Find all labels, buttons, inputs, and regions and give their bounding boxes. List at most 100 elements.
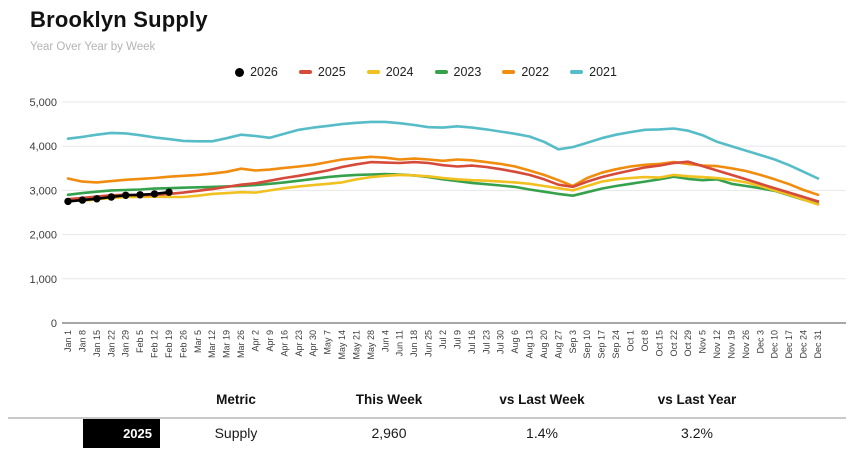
- x-tick-label: Nov 12: [712, 330, 722, 359]
- page-title: Brooklyn Supply: [30, 7, 208, 32]
- legend-item-2025[interactable]: 2025: [298, 65, 346, 79]
- x-tick-label: Nov 26: [741, 330, 751, 359]
- year-badge: 2025: [83, 419, 160, 448]
- series-point-2026: [150, 190, 159, 198]
- y-tick-label: 0: [51, 318, 57, 330]
- x-tick-label: Aug 20: [539, 330, 549, 359]
- legend-label: 2025: [317, 65, 346, 79]
- cell-this-week: 2,960: [371, 425, 407, 441]
- x-tick-label: Nov 5: [698, 330, 708, 354]
- x-tick-label: Oct 8: [640, 330, 650, 352]
- x-tick-label: Feb 19: [164, 330, 174, 358]
- legend-item-2022[interactable]: 2022: [502, 65, 549, 79]
- table-row: Supply 2,960 1.4% 3.2%: [0, 425, 852, 443]
- series-point-2026: [78, 196, 87, 204]
- x-tick-label: May 21: [352, 330, 362, 360]
- x-tick-label: Oct 29: [683, 330, 693, 357]
- cell-vs-last-week: 1.4%: [526, 425, 558, 441]
- x-tick-label: Jan 8: [77, 330, 87, 352]
- x-tick-label: Dec 17: [784, 330, 794, 359]
- series-2021-marker-icon: [570, 70, 584, 74]
- x-tick-label: Oct 22: [669, 330, 679, 357]
- x-tick-label: Mar 26: [236, 330, 246, 358]
- y-tick-label: 5,000: [29, 97, 57, 109]
- x-tick-label: Jan 1: [63, 330, 73, 352]
- series-point-2026: [122, 191, 130, 199]
- chart-area: 0 1,000 2,000 3,000 4,000 5,000 Jan 1 Jan 8 Jan …: [0, 95, 852, 385]
- series-line-2024: [66, 173, 820, 206]
- series-point-2026: [64, 197, 72, 206]
- x-tick-label: Apr 9: [265, 330, 275, 352]
- x-tick-label: Feb 5: [135, 330, 145, 353]
- series-point-2026: [93, 195, 101, 203]
- legend-item-2026[interactable]: 2026: [235, 65, 278, 79]
- x-tick-label: Jul 23: [481, 330, 491, 354]
- x-tick-label: Dec 24: [799, 330, 809, 359]
- x-tick-label: Sep 17: [597, 330, 607, 359]
- legend-item-2024[interactable]: 2024: [366, 65, 414, 79]
- y-tick-label: 1,000: [29, 274, 57, 286]
- legend-label: 2024: [385, 65, 414, 79]
- legend-item-2023[interactable]: 2023: [434, 65, 482, 79]
- x-tick-label: Jan 22: [106, 330, 116, 357]
- x-tick-label: Jan 15: [92, 330, 102, 357]
- x-tick-label: Jun 4: [380, 330, 390, 352]
- series-2026-marker-icon: [235, 67, 245, 77]
- col-header-this-week: This Week: [355, 392, 423, 407]
- col-header-vs-last-week: vs Last Week: [499, 392, 585, 407]
- x-tick-label: May 28: [366, 330, 376, 360]
- col-header-vs-last-year: vs Last Year: [657, 392, 737, 407]
- x-tick-label: Apr 16: [279, 330, 289, 357]
- x-tick-label: Feb 26: [178, 330, 188, 358]
- x-tick-label: Sep 10: [582, 330, 592, 359]
- series-2023-marker-icon: [434, 70, 448, 74]
- chart-legend: 2026 2025 2024 2023 2022 2021: [0, 65, 852, 79]
- legend-item-2021[interactable]: 2021: [570, 65, 617, 79]
- x-tick-label: Jun 11: [395, 330, 405, 356]
- table-divider: [8, 417, 846, 419]
- supply-chart: 0 1,000 2,000 3,000 4,000 5,000 Jan 1 Jan 8 Jan …: [29, 97, 846, 360]
- x-tick-label: Mar 19: [222, 330, 232, 358]
- series-line-2021: [66, 120, 820, 180]
- x-tick-label: Jun 25: [424, 330, 434, 357]
- legend-label: 2023: [453, 65, 482, 79]
- series-point-2026: [107, 193, 116, 201]
- series-2024-marker-icon: [366, 70, 380, 74]
- x-tick-label: May 7: [323, 330, 333, 355]
- legend-label: 2021: [589, 65, 617, 79]
- x-tick-label: Jul 9: [452, 330, 462, 349]
- x-tick-label: May 14: [337, 330, 347, 360]
- legend-label: 2022: [521, 65, 550, 79]
- x-tick-label: Jul 16: [467, 330, 477, 354]
- col-header-metric: Metric: [216, 392, 256, 407]
- cell-vs-last-year: 3.2%: [681, 425, 713, 441]
- x-tick-label: Jun 18: [409, 330, 419, 357]
- x-tick-label: Jan 29: [121, 330, 131, 357]
- x-tick-label: Dec 31: [813, 330, 823, 359]
- summary-table-header: Metric This Week vs Last Week vs Last Ye…: [0, 392, 852, 410]
- x-tick-label: Nov 19: [727, 330, 737, 359]
- y-tick-label: 4,000: [29, 141, 57, 153]
- x-tick-label: Dec 10: [770, 330, 780, 359]
- x-tick-label: Jul 2: [438, 330, 448, 349]
- x-tick-label: Apr 23: [294, 330, 304, 357]
- x-tick-label: Aug 13: [525, 330, 535, 359]
- page-subtitle: Year Over Year by Week: [30, 41, 156, 53]
- x-tick-label: Oct 15: [654, 330, 664, 357]
- series-2022-marker-icon: [502, 70, 516, 74]
- y-tick-label: 3,000: [29, 185, 57, 197]
- series-line-2025: [66, 160, 820, 203]
- series-point-2026: [136, 191, 144, 199]
- x-tick-label: Sep 24: [611, 330, 621, 359]
- x-tick-label: Aug 6: [510, 330, 520, 354]
- x-tick-label: Mar 5: [193, 330, 203, 353]
- x-tick-label: Apr 30: [308, 330, 318, 357]
- legend-label: 2026: [250, 65, 278, 79]
- cell-metric: Supply: [214, 425, 258, 441]
- x-tick-label: Apr 2: [251, 330, 261, 352]
- x-tick-label: Aug 27: [553, 330, 563, 359]
- x-tick-label: Oct 1: [626, 330, 636, 352]
- x-tick-label: Feb 12: [150, 330, 160, 358]
- x-tick-label: Sep 3: [568, 330, 578, 354]
